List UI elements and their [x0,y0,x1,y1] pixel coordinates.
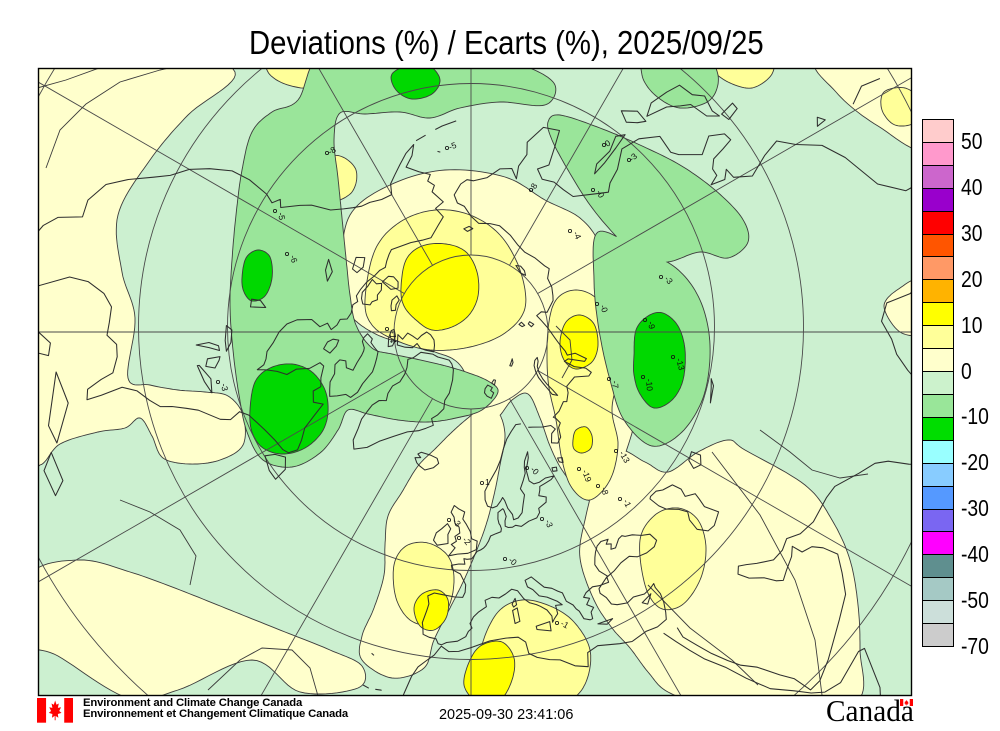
svg-text:-8: -8 [527,181,540,193]
svg-text:-9: -9 [646,321,657,330]
svg-text:-0: -0 [598,303,610,314]
svg-text:1: 1 [485,477,490,487]
svg-text:-6: -6 [288,254,300,264]
svg-text:-3: -3 [543,518,555,529]
svg-text:-0: -0 [594,188,607,200]
svg-text:-4: -4 [571,230,583,241]
svg-text:-7: -7 [610,380,621,389]
svg-text:-8: -8 [599,486,611,496]
svg-text:-10: -10 [644,378,655,391]
svg-text:-14: -14 [388,331,398,344]
svg-text:-3: -3 [219,383,230,392]
svg-text:-19: -19 [580,468,594,483]
svg-text:-1: -1 [621,498,633,509]
svg-text:-13: -13 [674,357,687,372]
svg-text:-1: -1 [559,618,571,631]
svg-text:0: 0 [603,138,612,149]
svg-text:-8: -8 [326,144,338,157]
svg-text:-5: -5 [276,212,287,221]
svg-text:-5: -5 [447,140,458,152]
